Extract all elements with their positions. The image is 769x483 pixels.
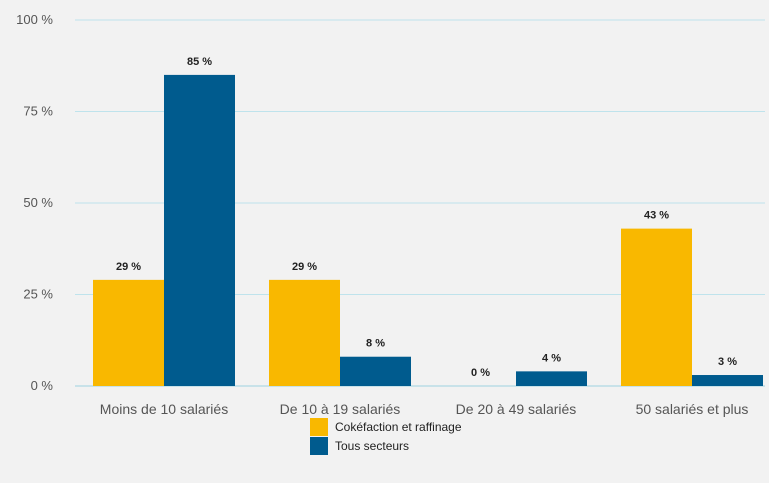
x-axis: Moins de 10 salariés De 10 à 19 salariés D… <box>100 401 749 417</box>
legend-label-series-1: Cokéfaction et raffinage <box>335 419 462 434</box>
x-tick-label: Moins de 10 salariés <box>100 401 228 417</box>
data-label: 29 % <box>292 261 317 273</box>
bar <box>516 371 587 386</box>
legend-item-series-2: Tous secteurs <box>310 436 462 455</box>
bar <box>692 375 763 386</box>
y-tick-label: 0 % <box>31 378 54 393</box>
data-label: 0 % <box>471 367 490 379</box>
data-labels: 29 % 85 % 29 % 8 % 0 % 4 % 43 % 3 % <box>116 56 737 379</box>
x-tick-label: De 10 à 19 salariés <box>280 401 401 417</box>
data-label: 3 % <box>718 356 737 368</box>
bar <box>93 279 164 386</box>
data-label: 85 % <box>187 56 212 68</box>
data-label: 4 % <box>542 352 561 364</box>
data-label: 8 % <box>366 338 385 350</box>
legend-swatch-series-1 <box>310 417 328 436</box>
bar <box>621 228 692 386</box>
y-tick-label: 50 % <box>23 195 53 210</box>
x-tick-label: De 20 à 49 salariés <box>456 401 577 417</box>
data-label: 43 % <box>644 210 669 222</box>
data-label: 29 % <box>116 261 141 273</box>
y-tick-label: 100 % <box>16 12 53 27</box>
legend-swatch-series-2 <box>310 436 328 455</box>
bar <box>164 74 235 387</box>
legend: Cokéfaction et raffinage Tous secteurs <box>310 417 462 455</box>
bars <box>93 74 763 387</box>
legend-item-series-1: Cokéfaction et raffinage <box>310 417 462 436</box>
legend-label-series-2: Tous secteurs <box>335 438 410 453</box>
y-tick-label: 25 % <box>23 287 53 302</box>
x-tick-label: 50 salariés et plus <box>636 401 749 417</box>
bar <box>340 356 411 386</box>
y-axis: 0 % 25 % 50 % 75 % 100 % <box>16 12 53 393</box>
y-tick-label: 75 % <box>23 104 53 119</box>
bar <box>269 279 340 386</box>
